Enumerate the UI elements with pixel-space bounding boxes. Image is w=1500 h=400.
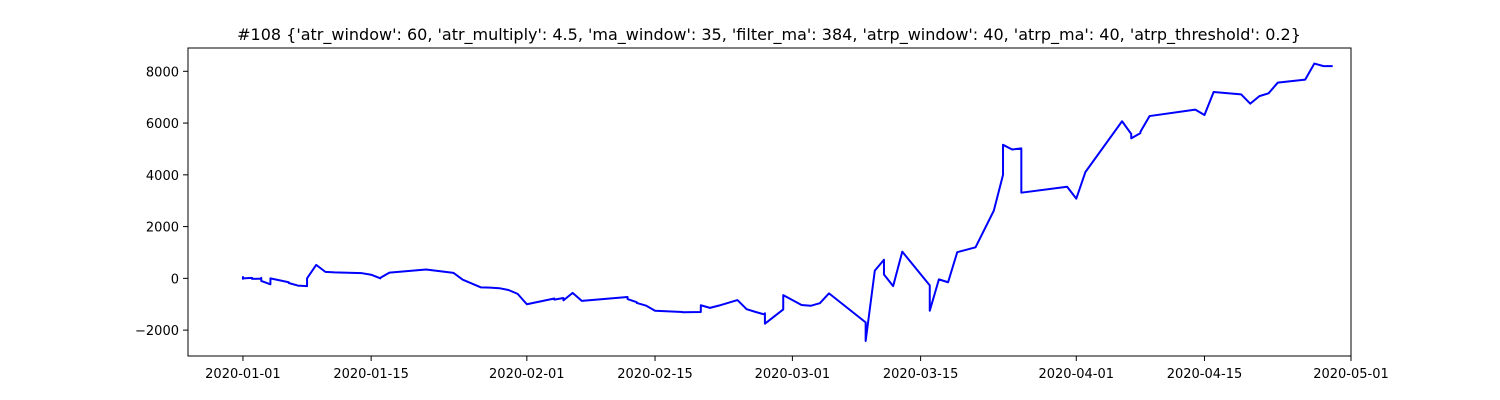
x-tick-label: 2020-02-15: [617, 367, 693, 382]
plot-frame: [187, 47, 1352, 357]
y-tick-label: 0: [171, 272, 179, 287]
x-tick-label: 2020-01-01: [205, 367, 281, 382]
plot-area: [241, 62, 1333, 342]
x-tick-label: 2020-04-01: [1038, 367, 1114, 382]
chart-title: #108 {'atr_window': 60, 'atr_multiply': …: [237, 25, 1301, 45]
series-line-0: [241, 62, 1333, 342]
y-tick-label: 8000: [146, 65, 179, 80]
x-tick-label: 2020-01-15: [333, 367, 409, 382]
y-tick-label: 6000: [146, 117, 179, 132]
x-tick-label: 2020-03-15: [883, 367, 959, 382]
axes: 2020-01-01 2020-01-15 2020-02-01 2020-02-15…: [135, 65, 1389, 382]
y-tick-label: 2000: [146, 221, 179, 236]
y-tick-label: 4000: [146, 169, 179, 184]
x-tick-label: 2020-05-01: [1313, 367, 1389, 382]
x-tick-label: 2020-02-01: [489, 367, 565, 382]
y-tick-label: −2000: [135, 324, 179, 339]
x-tick-label: 2020-04-15: [1167, 367, 1243, 382]
x-tick-label: 2020-03-01: [755, 367, 831, 382]
